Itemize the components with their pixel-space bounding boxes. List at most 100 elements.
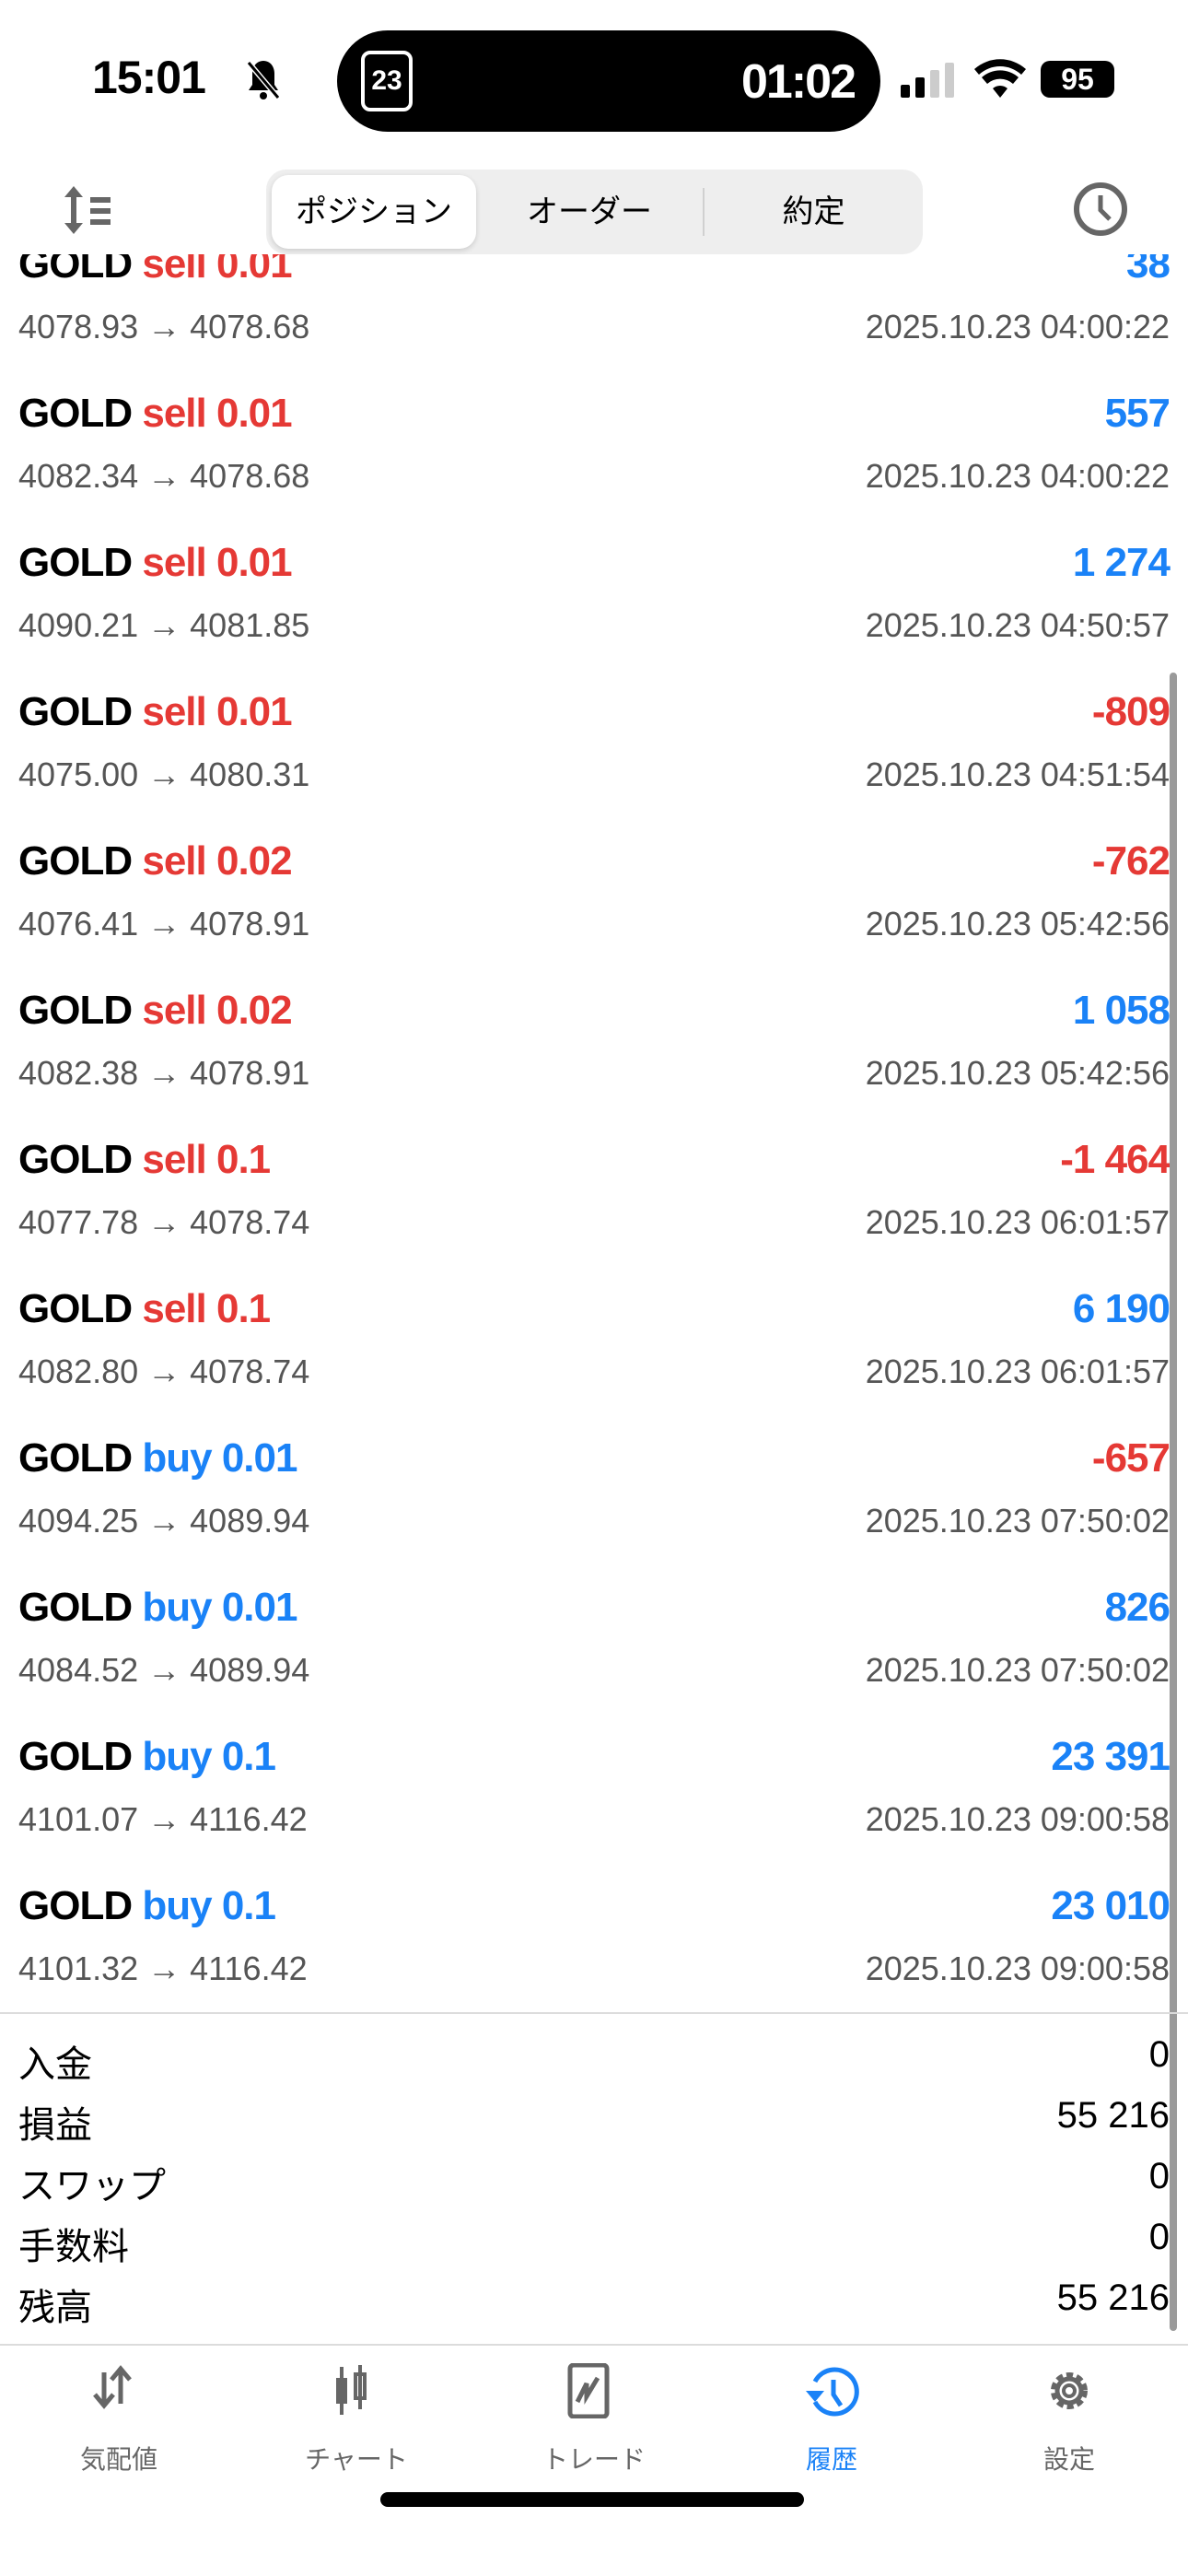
- summary-row: スワップ 0: [18, 2156, 1170, 2209]
- volume: 0.01: [221, 1435, 298, 1481]
- tab-settings[interactable]: 設定: [950, 2363, 1188, 2476]
- trade-row[interactable]: GOLD buy 0.01 -657 4094.25 → 4089.94 202…: [0, 1435, 1188, 1610]
- summary-row: 損益 55 216: [18, 2095, 1170, 2149]
- open-price: 4084.52: [18, 1651, 139, 1689]
- open-price: 4090.21: [18, 606, 139, 644]
- trade-time: 2025.10.23 04:00:22: [865, 457, 1170, 495]
- prices: 4082.38 → 4078.91: [18, 1054, 310, 1092]
- close-price: 4116.42: [190, 1950, 308, 1987]
- trade-row[interactable]: GOLD sell 0.02 -762 4076.41 → 4078.91 20…: [0, 838, 1188, 1013]
- profit: 1 058: [1072, 988, 1171, 1033]
- prices: 4082.34 → 4078.68: [18, 457, 310, 495]
- trade-row[interactable]: GOLD buy 0.1 23 010 4101.32 → 4116.42 20…: [0, 1883, 1188, 2012]
- scrollbar[interactable]: [1170, 673, 1177, 2331]
- divider: [0, 2344, 1188, 2346]
- tab-quotes[interactable]: 気配値: [0, 2363, 238, 2476]
- open-price: 4082.80: [18, 1352, 139, 1390]
- tab-trade[interactable]: トレード: [475, 2362, 713, 2476]
- symbol: GOLD: [18, 988, 133, 1033]
- open-price: 4076.41: [18, 905, 139, 943]
- tab-orders[interactable]: オーダー: [527, 194, 652, 229]
- close-price: 4078.74: [190, 1352, 310, 1390]
- close-price: 4078.91: [190, 1054, 310, 1092]
- profit: 826: [1104, 1585, 1171, 1630]
- trade-row[interactable]: GOLD sell 0.02 1 058 4082.38 → 4078.91 2…: [0, 988, 1188, 1163]
- prices: 4077.78 → 4078.74: [18, 1203, 310, 1241]
- side: buy: [142, 1435, 212, 1481]
- volume: 0.01: [215, 254, 293, 287]
- open-price: 4078.93: [18, 308, 139, 345]
- trade-time: 2025.10.23 06:01:57: [865, 1203, 1170, 1241]
- trade-title: GOLD sell 0.01: [18, 254, 293, 287]
- profit: -657: [1091, 1435, 1171, 1481]
- tab-label: 気配値: [79, 2445, 157, 2474]
- divider: [0, 2012, 1188, 2014]
- trade-title: GOLD sell 0.1: [18, 1286, 271, 1332]
- tab-label: 履歴: [805, 2445, 857, 2474]
- profit: 38: [1126, 254, 1171, 287]
- clock-icon[interactable]: [1072, 181, 1129, 238]
- prices: 4090.21 → 4081.85: [18, 606, 310, 644]
- side: sell: [142, 1286, 206, 1331]
- summary-value: 0: [1148, 2217, 1170, 2257]
- tab-history[interactable]: 履歴: [713, 2363, 950, 2476]
- trade-row[interactable]: GOLD sell 0.01 1 274 4090.21 → 4081.85 2…: [0, 540, 1188, 715]
- tab-positions[interactable]: ポジション: [296, 194, 452, 229]
- summary-label: スワップ: [18, 2166, 166, 2207]
- tab-label: 設定: [1042, 2445, 1095, 2474]
- summary-value: 0: [1148, 2156, 1170, 2196]
- trade-list: GOLD sell 0.01 38 4078.93 → 4078.68 2025…: [0, 254, 1188, 2012]
- volume: 0.02: [215, 838, 293, 884]
- tab-label: トレード: [542, 2445, 646, 2474]
- trade-title: GOLD buy 0.1: [18, 1883, 276, 1929]
- trade-time: 2025.10.23 09:00:58: [865, 1950, 1170, 1987]
- profit: 1 274: [1072, 540, 1171, 585]
- volume: 0.1: [215, 1137, 271, 1182]
- prices: 4094.25 → 4089.94: [18, 1502, 310, 1540]
- profit: 557: [1104, 391, 1171, 436]
- settings-icon: [1051, 2372, 1088, 2409]
- symbol: GOLD: [18, 1883, 133, 1928]
- symbol: GOLD: [18, 540, 133, 585]
- tab-chart[interactable]: チャート: [238, 2363, 475, 2476]
- side: sell: [142, 838, 206, 884]
- trade-time: 2025.10.23 05:42:56: [865, 905, 1170, 943]
- symbol: GOLD: [18, 1585, 133, 1630]
- trade-row[interactable]: GOLD sell 0.1 6 190 4082.80 → 4078.74 20…: [0, 1286, 1188, 1461]
- summary-label: 損益: [18, 2105, 92, 2146]
- trade-title: GOLD buy 0.1: [18, 1734, 276, 1780]
- open-price: 4101.07: [18, 1800, 139, 1838]
- trade-row[interactable]: GOLD sell 0.01 38 4078.93 → 4078.68 2025…: [0, 254, 1188, 416]
- sort-icon[interactable]: [61, 184, 116, 236]
- trade-row[interactable]: GOLD buy 0.01 826 4084.52 → 4089.94 2025…: [0, 1585, 1188, 1760]
- trade-title: GOLD sell 0.01: [18, 689, 293, 735]
- trade-time: 2025.10.23 09:00:58: [865, 1800, 1170, 1838]
- prices: 4101.32 → 4116.42: [18, 1950, 308, 1987]
- open-price: 4082.38: [18, 1054, 139, 1092]
- trade-time: 2025.10.23 04:00:22: [865, 308, 1170, 345]
- signal-icon: [901, 63, 954, 98]
- prices: 4075.00 → 4080.31: [18, 755, 310, 793]
- open-price: 4101.32: [18, 1950, 139, 1987]
- prices: 4084.52 → 4089.94: [18, 1651, 310, 1689]
- trade-row[interactable]: GOLD sell 0.1 -1 464 4077.78 → 4078.74 2…: [0, 1137, 1188, 1312]
- close-price: 4089.94: [190, 1651, 310, 1689]
- trade-row[interactable]: GOLD buy 0.1 23 391 4101.07 → 4116.42 20…: [0, 1734, 1188, 1909]
- tab-deals[interactable]: 約定: [782, 194, 845, 229]
- open-price: 4082.34: [18, 457, 139, 495]
- trade-title: GOLD sell 0.02: [18, 988, 293, 1034]
- trade-title: GOLD buy 0.01: [18, 1435, 297, 1481]
- profit: 6 190: [1072, 1286, 1171, 1331]
- open-price: 4094.25: [18, 1502, 139, 1540]
- volume: 0.1: [221, 1734, 276, 1779]
- profit: -809: [1091, 689, 1171, 734]
- summary-label: 残高: [18, 2288, 92, 2328]
- trade-row[interactable]: GOLD sell 0.01 -809 4075.00 → 4080.31 20…: [0, 689, 1188, 864]
- trade-row[interactable]: GOLD sell 0.01 557 4082.34 → 4078.68 202…: [0, 391, 1188, 566]
- segmented-control: ポジション オーダー 約定: [266, 170, 923, 254]
- trade-title: GOLD buy 0.01: [18, 1585, 297, 1631]
- segment-divider: [703, 188, 705, 236]
- close-price: 4078.91: [190, 905, 310, 943]
- open-price: 4077.78: [18, 1203, 139, 1241]
- trade-time: 2025.10.23 06:01:57: [865, 1352, 1170, 1390]
